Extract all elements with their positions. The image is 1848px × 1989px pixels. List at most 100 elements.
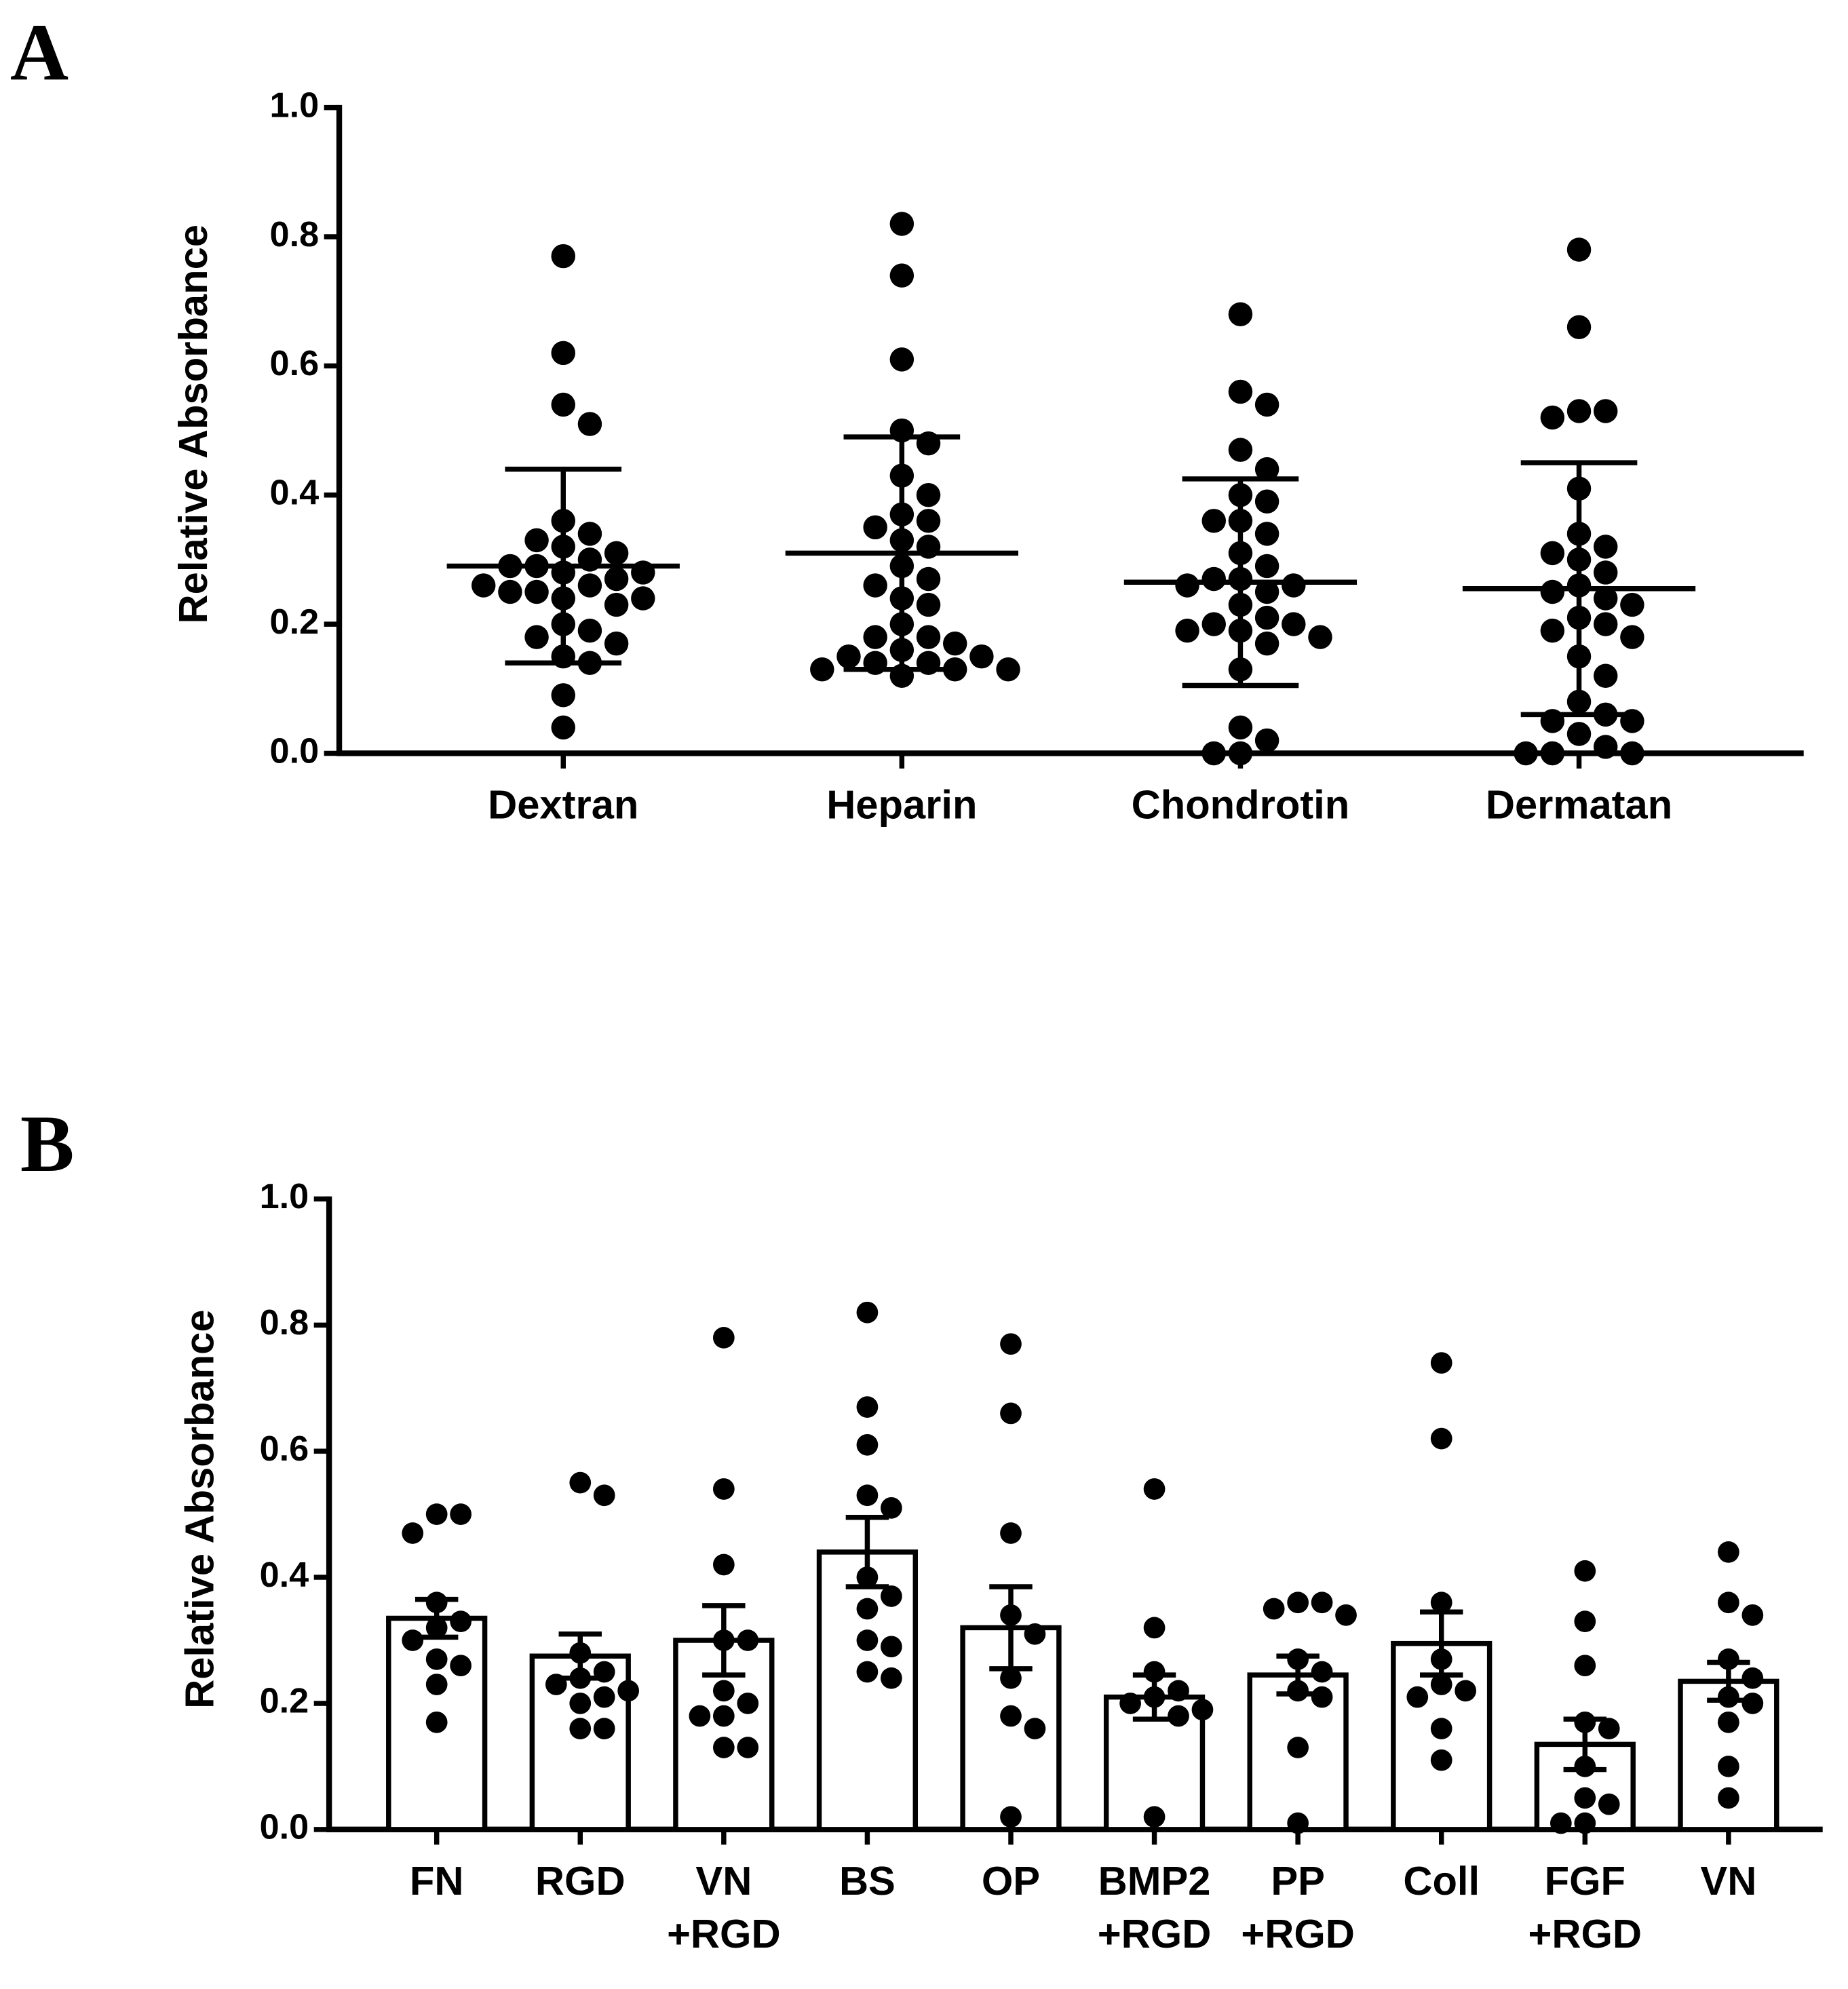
data-point	[889, 212, 915, 236]
data-point	[1254, 605, 1279, 630]
x-tick-label: +RGD	[1098, 1911, 1212, 1956]
data-point	[916, 592, 941, 617]
data-point	[569, 1471, 592, 1494]
data-point	[1254, 579, 1279, 604]
data-point	[604, 631, 629, 656]
x-tick-label: RGD	[535, 1858, 625, 1904]
data-point	[1282, 573, 1306, 598]
data-point	[1191, 1699, 1214, 1721]
data-point	[916, 483, 941, 507]
data-point	[1143, 1686, 1166, 1708]
data-point	[1406, 1686, 1429, 1708]
data-point	[1254, 457, 1279, 482]
data-point	[545, 1674, 567, 1695]
x-tick-label: FN	[410, 1858, 464, 1904]
data-point	[1540, 618, 1565, 643]
data-point	[1574, 1787, 1596, 1809]
data-point	[1718, 1541, 1739, 1563]
data-point	[881, 1667, 902, 1689]
data-point	[1574, 1812, 1596, 1834]
data-point	[1000, 1402, 1022, 1425]
data-point	[856, 1396, 879, 1418]
data-point	[1593, 560, 1618, 585]
data-point	[1175, 618, 1199, 643]
data-point	[1430, 1718, 1452, 1739]
data-point	[1741, 1604, 1764, 1626]
data-point	[712, 1680, 735, 1702]
data-point	[551, 683, 575, 708]
data-point	[1201, 612, 1226, 636]
x-tick-label: BMP2	[1098, 1858, 1211, 1904]
data-point	[1335, 1604, 1357, 1626]
data-point	[1143, 1478, 1166, 1500]
data-point	[569, 1667, 592, 1689]
x-tick-label: +RGD	[1528, 1911, 1642, 1956]
data-point	[1455, 1680, 1477, 1702]
data-point	[1593, 663, 1618, 688]
data-point	[450, 1503, 471, 1525]
x-tick-label: VN	[695, 1858, 752, 1904]
data-point	[712, 1737, 735, 1758]
data-point	[1540, 741, 1565, 766]
data-point	[425, 1617, 448, 1639]
x-tick-label: Dermatan	[1486, 781, 1672, 827]
data-point	[1143, 1806, 1166, 1828]
data-point	[856, 1434, 879, 1456]
data-point	[1000, 1667, 1022, 1689]
data-point	[1263, 1598, 1285, 1620]
data-point	[1287, 1680, 1309, 1702]
y-tick-label: 0.6	[270, 344, 320, 383]
data-point	[1168, 1680, 1189, 1702]
data-point	[1593, 612, 1618, 636]
data-point	[1201, 566, 1226, 592]
data-point	[1574, 1560, 1596, 1582]
y-tick-label: 0.2	[270, 602, 320, 642]
data-point	[856, 1598, 879, 1620]
data-point	[689, 1705, 711, 1727]
data-point	[863, 573, 887, 598]
data-point	[577, 522, 602, 546]
data-point	[1574, 1711, 1596, 1733]
data-point	[737, 1737, 759, 1758]
panel-label: B	[20, 1099, 75, 1189]
data-point	[1514, 741, 1538, 766]
y-tick-label: 0.0	[260, 1808, 309, 1847]
data-point	[969, 644, 994, 669]
data-point	[737, 1629, 759, 1651]
data-point	[402, 1629, 424, 1651]
data-point	[1201, 741, 1226, 766]
data-point	[1254, 522, 1279, 546]
data-point	[1718, 1648, 1739, 1670]
x-tick-label: Dextran	[488, 781, 638, 827]
data-point	[1228, 715, 1253, 740]
y-tick-label: 1.0	[260, 1177, 309, 1216]
y-tick-label: 0.4	[260, 1556, 309, 1595]
data-point	[1549, 1812, 1572, 1834]
data-point	[1620, 741, 1644, 766]
data-point	[551, 244, 575, 269]
y-tick-label: 0.0	[270, 731, 320, 771]
data-point	[889, 347, 915, 372]
data-point	[604, 566, 629, 592]
data-point	[1718, 1591, 1739, 1614]
x-tick-label: VN	[1700, 1858, 1756, 1904]
data-point	[1620, 592, 1644, 617]
data-point	[1574, 1610, 1596, 1632]
data-point	[1311, 1686, 1333, 1708]
data-point	[712, 1705, 735, 1727]
data-point	[856, 1629, 879, 1651]
data-point	[881, 1496, 902, 1519]
data-point	[1254, 554, 1279, 579]
x-tick-label: OP	[982, 1858, 1040, 1904]
y-tick-label: 0.8	[270, 215, 320, 254]
data-point	[1566, 399, 1592, 423]
data-point	[1718, 1686, 1739, 1708]
data-point	[577, 573, 602, 598]
data-point	[577, 412, 602, 436]
x-tick-label: Heparin	[826, 781, 977, 827]
data-point	[712, 1478, 735, 1500]
data-point	[1119, 1693, 1141, 1714]
data-point	[712, 1327, 735, 1349]
data-point	[737, 1693, 759, 1714]
y-tick-label: 0.2	[260, 1682, 309, 1721]
